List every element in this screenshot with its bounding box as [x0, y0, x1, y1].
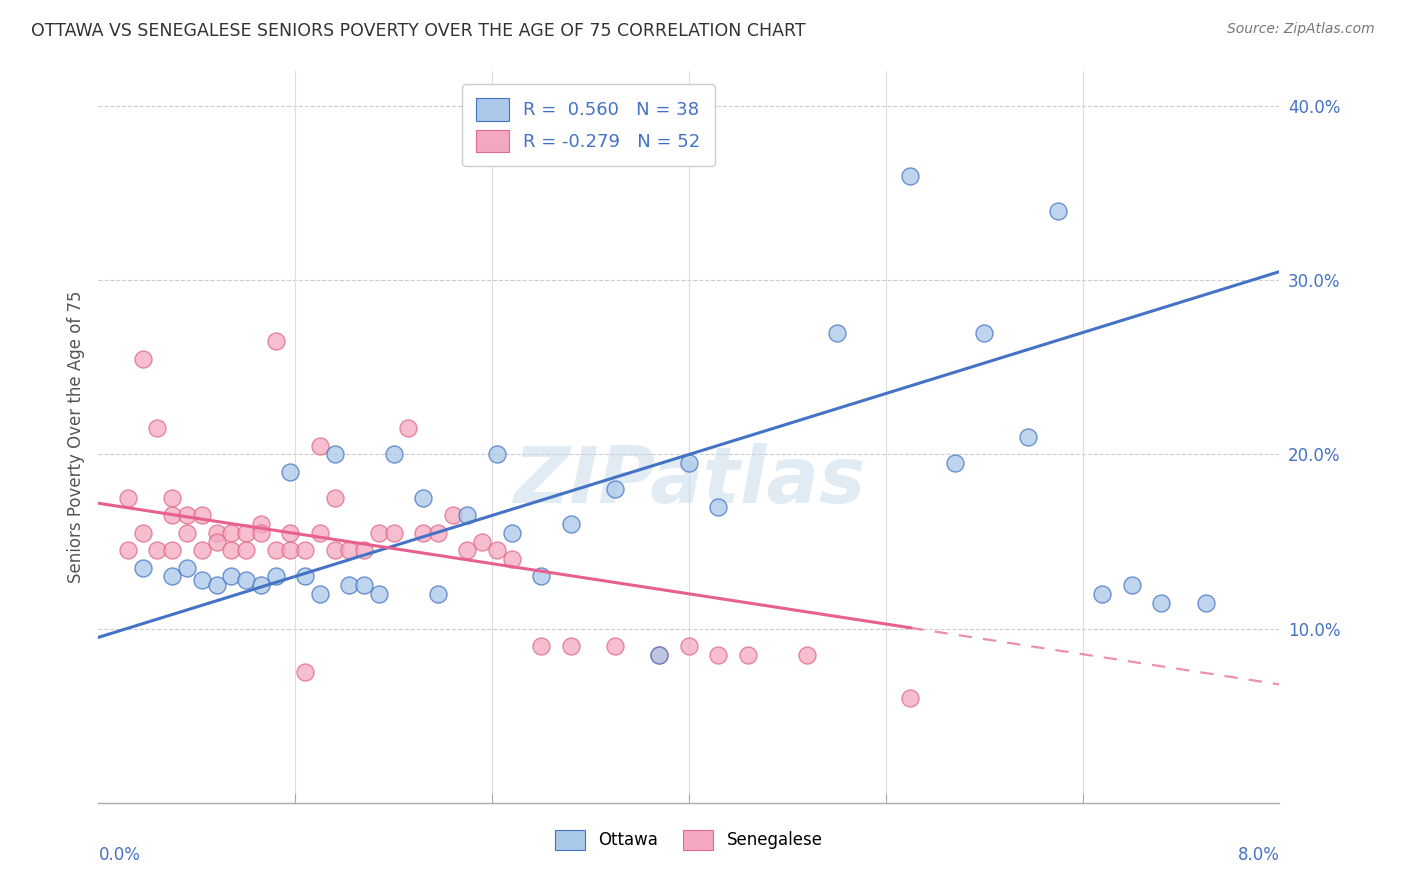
Point: [323, 543, 346, 558]
Point: [250, 525, 273, 540]
Point: [264, 334, 287, 349]
Point: [605, 639, 627, 653]
Point: [280, 465, 302, 479]
Point: [1150, 595, 1173, 609]
Point: [486, 543, 509, 558]
Point: [264, 569, 287, 583]
Point: [398, 421, 420, 435]
Text: 0.0%: 0.0%: [98, 847, 141, 864]
Point: [678, 456, 700, 470]
Point: [501, 525, 523, 540]
Point: [707, 500, 730, 514]
Point: [176, 508, 198, 523]
Point: [353, 543, 375, 558]
Point: [339, 578, 361, 592]
Point: [191, 543, 214, 558]
Point: [294, 569, 316, 583]
Point: [412, 525, 434, 540]
Point: [441, 508, 464, 523]
Point: [235, 543, 257, 558]
Point: [235, 525, 257, 540]
Point: [132, 525, 155, 540]
Point: [176, 560, 198, 574]
Point: [309, 439, 332, 453]
Point: [648, 648, 671, 662]
Point: [205, 578, 228, 592]
Point: [471, 534, 494, 549]
Point: [427, 587, 450, 601]
Point: [1091, 587, 1114, 601]
Point: [162, 543, 183, 558]
Point: [162, 508, 183, 523]
Point: [427, 525, 450, 540]
Point: [605, 483, 627, 497]
Point: [323, 491, 346, 505]
Point: [221, 569, 243, 583]
Point: [205, 525, 228, 540]
Point: [796, 648, 818, 662]
Point: [486, 448, 509, 462]
Point: [339, 543, 361, 558]
Point: [221, 543, 243, 558]
Point: [943, 456, 966, 470]
Point: [117, 491, 139, 505]
Point: [457, 508, 479, 523]
Point: [457, 543, 479, 558]
Point: [132, 560, 155, 574]
Point: [162, 491, 183, 505]
Text: ZIPatlas: ZIPatlas: [513, 443, 865, 519]
Point: [412, 491, 434, 505]
Text: Source: ZipAtlas.com: Source: ZipAtlas.com: [1227, 22, 1375, 37]
Point: [280, 543, 302, 558]
Point: [707, 648, 730, 662]
Point: [737, 648, 759, 662]
Point: [191, 573, 214, 587]
Point: [205, 534, 228, 549]
Legend: Ottawa, Senegalese: Ottawa, Senegalese: [548, 823, 830, 856]
Point: [162, 569, 183, 583]
Point: [264, 543, 287, 558]
Point: [560, 639, 582, 653]
Point: [250, 578, 273, 592]
Point: [294, 543, 316, 558]
Point: [1195, 595, 1218, 609]
Point: [973, 326, 995, 340]
Point: [648, 648, 671, 662]
Point: [146, 543, 169, 558]
Point: [1046, 203, 1070, 218]
Point: [117, 543, 139, 558]
Point: [250, 517, 273, 532]
Text: OTTAWA VS SENEGALESE SENIORS POVERTY OVER THE AGE OF 75 CORRELATION CHART: OTTAWA VS SENEGALESE SENIORS POVERTY OVE…: [31, 22, 806, 40]
Point: [368, 525, 391, 540]
Point: [309, 525, 332, 540]
Point: [191, 508, 214, 523]
Point: [309, 587, 332, 601]
Point: [176, 525, 198, 540]
Y-axis label: Seniors Poverty Over the Age of 75: Seniors Poverty Over the Age of 75: [66, 291, 84, 583]
Point: [1121, 578, 1143, 592]
Point: [146, 421, 169, 435]
Point: [530, 569, 553, 583]
Point: [560, 517, 582, 532]
Point: [1018, 430, 1040, 444]
Point: [294, 665, 316, 680]
Point: [382, 448, 405, 462]
Point: [353, 578, 375, 592]
Point: [530, 639, 553, 653]
Point: [678, 639, 700, 653]
Point: [235, 573, 257, 587]
Point: [368, 587, 391, 601]
Point: [280, 525, 302, 540]
Point: [221, 525, 243, 540]
Point: [825, 326, 848, 340]
Point: [382, 525, 405, 540]
Text: 8.0%: 8.0%: [1237, 847, 1279, 864]
Point: [900, 169, 922, 183]
Point: [323, 448, 346, 462]
Point: [132, 351, 155, 366]
Point: [501, 552, 523, 566]
Point: [900, 691, 922, 706]
